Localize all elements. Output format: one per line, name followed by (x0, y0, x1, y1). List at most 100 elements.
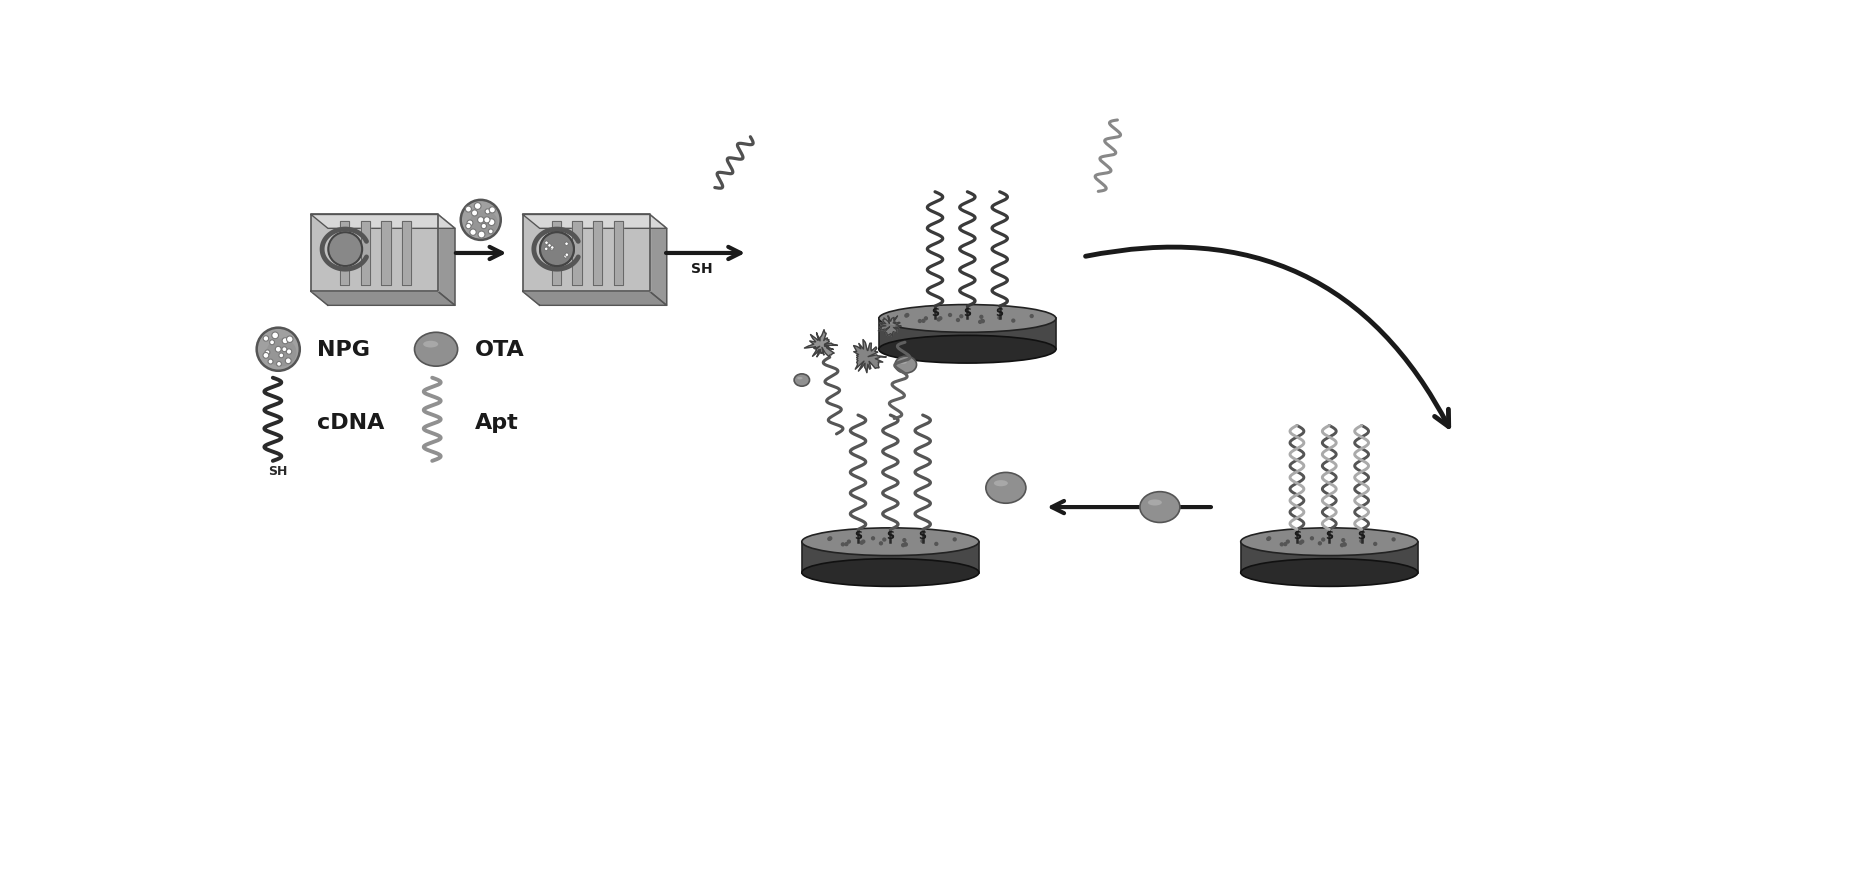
Circle shape (472, 210, 477, 217)
Circle shape (871, 537, 875, 541)
Circle shape (1341, 543, 1347, 546)
Circle shape (938, 317, 942, 321)
Ellipse shape (1147, 500, 1162, 506)
Polygon shape (572, 221, 581, 286)
Circle shape (1360, 539, 1363, 544)
Circle shape (466, 224, 472, 230)
Circle shape (847, 540, 851, 544)
Circle shape (257, 328, 300, 371)
Circle shape (905, 314, 908, 318)
Circle shape (980, 319, 984, 324)
Text: S: S (931, 308, 940, 317)
Polygon shape (311, 292, 455, 306)
Circle shape (1265, 537, 1271, 541)
Text: S: S (1325, 531, 1334, 540)
Text: NPG: NPG (316, 339, 370, 360)
Circle shape (548, 245, 551, 248)
Circle shape (829, 537, 833, 541)
Circle shape (278, 362, 281, 367)
Circle shape (477, 232, 485, 239)
Circle shape (918, 319, 921, 324)
Ellipse shape (993, 481, 1008, 487)
Circle shape (1030, 315, 1034, 319)
Circle shape (936, 318, 942, 322)
Polygon shape (524, 215, 666, 229)
Circle shape (1286, 540, 1289, 544)
Ellipse shape (1140, 492, 1180, 523)
Polygon shape (879, 319, 1056, 350)
Circle shape (905, 313, 910, 317)
Ellipse shape (794, 374, 810, 387)
Circle shape (1339, 544, 1345, 548)
Text: S: S (964, 308, 971, 317)
Circle shape (901, 544, 905, 548)
Polygon shape (340, 221, 350, 286)
Polygon shape (401, 221, 411, 286)
Polygon shape (524, 215, 649, 292)
Circle shape (934, 542, 938, 546)
Circle shape (268, 360, 274, 365)
Circle shape (481, 224, 487, 230)
Text: SH: SH (690, 261, 712, 275)
Circle shape (1267, 537, 1271, 541)
Circle shape (879, 541, 882, 545)
Ellipse shape (801, 528, 979, 556)
Circle shape (461, 201, 501, 240)
Ellipse shape (266, 339, 296, 367)
Circle shape (564, 243, 568, 246)
Circle shape (947, 313, 953, 317)
Circle shape (327, 233, 363, 267)
Circle shape (1391, 538, 1395, 542)
Circle shape (921, 319, 925, 324)
Circle shape (281, 347, 287, 353)
Polygon shape (381, 221, 390, 286)
Circle shape (488, 220, 494, 225)
Ellipse shape (424, 341, 438, 348)
Circle shape (272, 332, 279, 339)
Circle shape (827, 537, 831, 541)
Circle shape (475, 203, 481, 210)
Circle shape (1373, 542, 1378, 546)
Circle shape (1012, 319, 1016, 324)
Circle shape (1343, 543, 1347, 547)
Polygon shape (649, 215, 666, 306)
Polygon shape (879, 317, 901, 337)
Polygon shape (594, 221, 603, 286)
Text: S: S (995, 308, 1005, 317)
Ellipse shape (414, 333, 457, 367)
Circle shape (903, 543, 906, 546)
Circle shape (979, 316, 984, 319)
Ellipse shape (470, 210, 498, 237)
Text: S: S (1358, 531, 1365, 540)
Circle shape (265, 351, 270, 355)
Circle shape (958, 315, 964, 319)
Text: OTA: OTA (475, 339, 524, 360)
Text: S: S (919, 531, 927, 540)
Circle shape (287, 337, 292, 343)
Circle shape (862, 539, 866, 544)
Ellipse shape (899, 361, 906, 364)
Circle shape (270, 340, 274, 346)
Ellipse shape (879, 336, 1056, 364)
Ellipse shape (801, 559, 979, 587)
Circle shape (1284, 542, 1288, 546)
Text: cDNA: cDNA (316, 413, 385, 433)
Polygon shape (311, 215, 438, 292)
Circle shape (540, 233, 574, 267)
Circle shape (551, 246, 553, 250)
Circle shape (283, 339, 289, 345)
Circle shape (903, 543, 908, 547)
Text: S: S (886, 531, 894, 540)
Polygon shape (801, 542, 979, 573)
Circle shape (979, 320, 982, 324)
Text: S: S (1293, 531, 1301, 540)
Circle shape (544, 242, 548, 245)
Polygon shape (524, 292, 666, 306)
Circle shape (903, 538, 906, 543)
Circle shape (923, 317, 929, 321)
Circle shape (840, 543, 845, 547)
Circle shape (1301, 539, 1304, 544)
Ellipse shape (1241, 559, 1417, 587)
Circle shape (276, 347, 281, 353)
Circle shape (540, 233, 574, 267)
